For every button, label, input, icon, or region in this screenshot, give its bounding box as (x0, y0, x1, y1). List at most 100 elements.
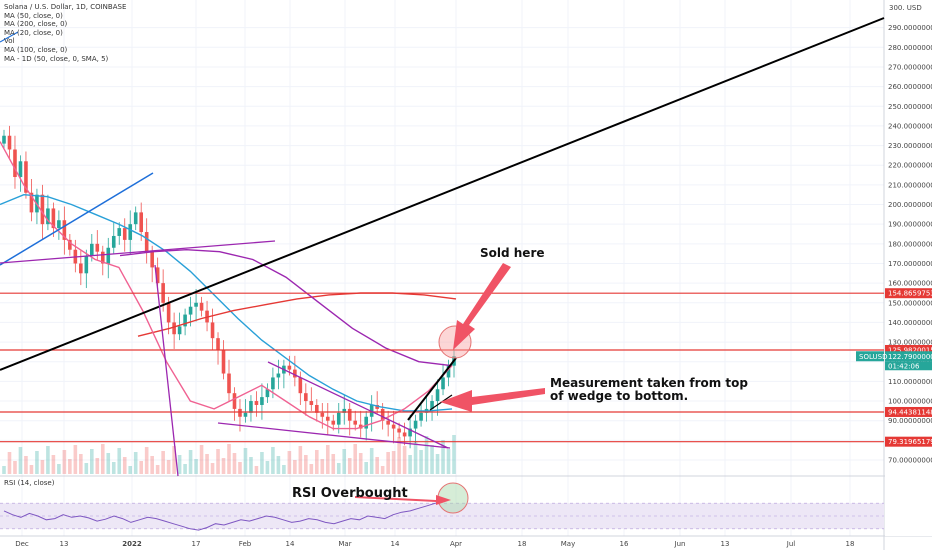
price-tick-label: 250.00000000 (888, 103, 932, 111)
price-tag-label: 79.31965179 (888, 438, 932, 446)
date-tick-label: Apr (450, 540, 462, 548)
candle-body (106, 247, 111, 264)
candle-body (117, 228, 122, 236)
candle-body (7, 135, 12, 150)
rsi-indicator-label[interactable]: RSI (14, close) (4, 479, 55, 487)
volume-bar (375, 457, 379, 474)
annotation-measurement: Measurement taken from top of wedge to b… (550, 376, 749, 403)
price-tag (885, 406, 932, 417)
candle-body (249, 401, 253, 413)
volume-bar (282, 465, 286, 474)
volume-bar (397, 437, 401, 474)
candle-body (51, 208, 56, 229)
volume-bar (2, 466, 6, 474)
date-tick-label: Mar (338, 540, 351, 548)
price-tick-label: 70.00000000 (888, 457, 932, 465)
candle-body (139, 212, 143, 233)
indicator-ma200[interactable]: MA (200, close, 0) (4, 20, 68, 29)
volume-bar (347, 458, 352, 474)
candle-body (13, 149, 17, 178)
volume-bar (243, 448, 248, 474)
candle-body (144, 232, 149, 252)
date-tick-label: Dec (15, 540, 29, 548)
candle-body (183, 314, 187, 327)
candle-body (150, 251, 154, 268)
price-tag (885, 288, 932, 299)
volume-bar (111, 462, 116, 474)
candle-body (315, 404, 319, 413)
sold-arrow (453, 263, 511, 350)
volume-bar (13, 461, 17, 474)
volume-bar (122, 457, 127, 474)
candle-body (320, 412, 325, 417)
candle-body (68, 239, 72, 250)
candle-body (304, 393, 308, 402)
price-tick-label: 170.00000000 (888, 260, 932, 268)
measurement-line-2 (429, 394, 453, 411)
volume-bar (452, 435, 456, 474)
volume-bar (391, 451, 396, 474)
candle-body (380, 408, 385, 421)
indicator-ma50[interactable]: MA (50, close, 0) (4, 11, 63, 20)
volume-bar (106, 453, 111, 474)
date-tick-label: 16 (620, 540, 629, 548)
candle-body (309, 401, 314, 405)
candlesticks (2, 125, 456, 449)
candle-body (243, 412, 248, 417)
price-tick-label: 180.00000000 (888, 240, 932, 248)
indicator-vol[interactable]: Vol (4, 37, 15, 46)
candle-body (375, 404, 379, 409)
candle-body (95, 243, 100, 252)
candle-body (402, 432, 407, 437)
candle-body (347, 408, 352, 421)
symbol-title[interactable]: Solana / U.S. Dollar, 1D, COINBASE (4, 3, 127, 11)
candle-body (177, 326, 182, 335)
candle-body (408, 428, 412, 437)
candle-body (397, 428, 401, 433)
candle-body (188, 306, 193, 315)
price-tick-label: 200.00000000 (888, 201, 932, 209)
candle-body (413, 420, 418, 429)
price-tick-label: 210.00000000 (888, 181, 932, 189)
volume-bar (133, 452, 138, 474)
candle-body (386, 420, 390, 425)
blue-trendline (0, 172, 154, 266)
date-tick-label: 13 (721, 540, 730, 548)
candle-body (199, 302, 204, 311)
candle-body (62, 220, 67, 240)
indicator-ma20[interactable]: MA (20, close, 0) (4, 28, 63, 37)
candle-body (29, 192, 34, 213)
volume-bar (265, 461, 270, 474)
measurement-arrow (440, 388, 545, 412)
price-tick-label: 230.00000000 (888, 142, 932, 150)
price-tick-label: 190.00000000 (888, 221, 932, 229)
indicator-ma100[interactable]: MA (100, close, 0) (4, 45, 68, 54)
candle-body (166, 302, 171, 323)
candle-body (325, 416, 330, 421)
long-black-trendline (0, 17, 885, 371)
volume-bar (57, 464, 61, 474)
candle-body (172, 322, 176, 335)
candle-body (79, 263, 83, 274)
price-tag-label: 154.86597538 (888, 290, 932, 298)
volume-bar (331, 454, 336, 474)
candle-body (331, 420, 336, 425)
price-axis[interactable]: 300. USD 290.00000000 280.00000000 270.0000… (856, 0, 932, 536)
price-tag-label: 125.98200158 (888, 346, 932, 354)
volume-bar (298, 446, 303, 474)
candle-body (435, 389, 440, 402)
indicator-ma-1d[interactable]: MA - 1D (50, close, 0, SMA, 5) (4, 54, 109, 63)
candle-body (446, 365, 451, 378)
volume-bar (139, 461, 143, 474)
candle-body (122, 228, 127, 240)
candle-body (298, 377, 303, 394)
volume-bar (364, 462, 368, 474)
candle-body (430, 401, 434, 409)
volume-bar (51, 455, 56, 474)
blue-trendline-short (0, 31, 19, 43)
volume-bar (413, 441, 418, 474)
volume-bar (90, 449, 94, 474)
date-axis[interactable]: Dec 13 2022 17 Feb 14 Mar 14 Apr 18 May 16 Jun 13 Jul 1… (15, 540, 854, 548)
volume-bar (320, 459, 325, 474)
